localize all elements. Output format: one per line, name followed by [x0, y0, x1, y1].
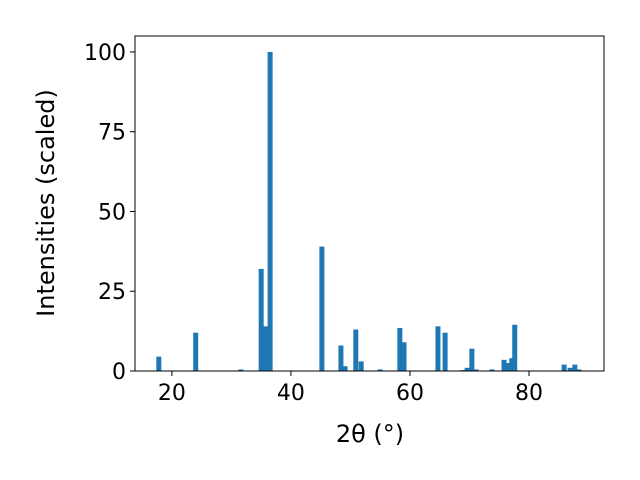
bar — [506, 363, 512, 371]
bar — [501, 359, 507, 371]
bar — [464, 367, 470, 371]
bar — [397, 327, 403, 371]
bar — [572, 364, 578, 371]
x-tick-label: 80 — [515, 381, 543, 406]
bar — [509, 358, 515, 371]
y-tick-label: 75 — [98, 121, 126, 146]
x-tick-label: 60 — [396, 381, 424, 406]
x-tick-label: 20 — [158, 381, 186, 406]
bar — [358, 361, 364, 371]
x-tick-label: 40 — [277, 381, 305, 406]
bar — [489, 369, 495, 371]
bar — [401, 342, 407, 371]
bar — [561, 364, 567, 371]
bar — [473, 369, 479, 371]
bar — [156, 356, 162, 371]
y-tick-label: 25 — [98, 280, 126, 305]
y-axis-label: Intensities (scaled) — [32, 89, 60, 317]
bar — [238, 369, 244, 371]
bar — [567, 367, 573, 371]
bar — [353, 329, 359, 371]
bar — [342, 366, 348, 371]
bar — [442, 332, 448, 371]
bar — [267, 51, 273, 371]
y-tick-label: 0 — [112, 360, 126, 385]
bar — [435, 326, 441, 371]
bar — [319, 246, 325, 371]
bar — [338, 345, 344, 371]
bar — [469, 348, 475, 371]
y-tick-label: 50 — [98, 200, 126, 225]
bar — [576, 369, 582, 371]
x-axis-label: 2θ (°) — [336, 420, 404, 448]
bar — [258, 268, 264, 371]
y-tick-label: 100 — [84, 41, 126, 66]
bar — [377, 369, 383, 371]
plot-frame — [134, 35, 605, 372]
bar — [193, 332, 199, 371]
bar — [512, 324, 518, 371]
bar — [263, 326, 269, 371]
